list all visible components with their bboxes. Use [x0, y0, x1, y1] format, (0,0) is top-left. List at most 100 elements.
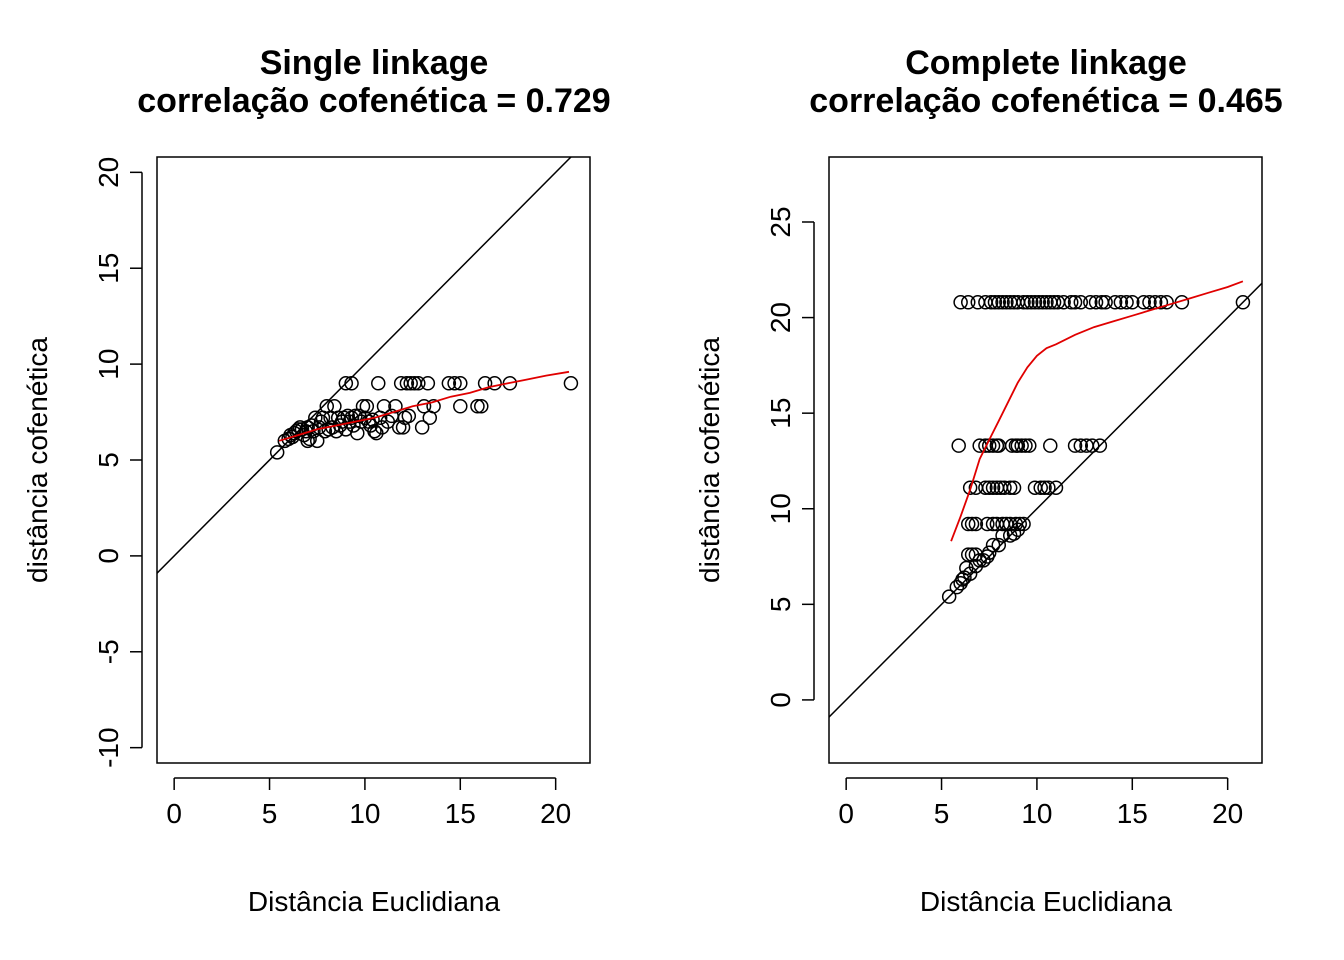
y-tick-label: 5: [93, 452, 124, 468]
y-axis-label: distância cofenética: [22, 337, 53, 583]
data-point: [1022, 438, 1037, 453]
data-point: [995, 295, 1010, 310]
plot-frame: [828, 156, 1263, 764]
data-point: [999, 516, 1014, 532]
data-point: [953, 295, 968, 310]
data-point: [388, 399, 403, 414]
y-tick-label: 0: [93, 548, 124, 564]
data-point: [1113, 295, 1129, 310]
data-point: [985, 480, 1001, 495]
y-tick-label: 10: [765, 493, 796, 524]
data-point: [962, 480, 978, 495]
data-point: [1083, 295, 1098, 310]
data-point: [983, 295, 999, 310]
data-point: [987, 295, 1003, 310]
data-point: [441, 376, 457, 391]
y-tick-label: 5: [765, 597, 796, 613]
y-tick-label: 10: [93, 349, 124, 380]
data-point: [1046, 295, 1062, 310]
y-tick-label: 20: [93, 157, 124, 188]
data-point: [1006, 480, 1022, 495]
data-point: [1056, 295, 1071, 310]
data-point: [1136, 295, 1151, 310]
data-point: [1107, 295, 1123, 310]
chart-title: Single linkage: [260, 44, 489, 82]
data-point: [1010, 438, 1026, 453]
data-point: [1002, 516, 1018, 532]
data-point: [1008, 516, 1024, 532]
data-point: [399, 376, 415, 391]
data-point: [470, 399, 485, 414]
data-point: [447, 376, 462, 391]
data-point: [477, 376, 493, 391]
x-tick-label: 5: [934, 798, 950, 829]
data-point: [1041, 480, 1056, 495]
plot-area: [829, 280, 1262, 719]
x-tick-label: 20: [540, 798, 571, 829]
data-point: [964, 547, 980, 562]
data-point: [371, 376, 386, 391]
data-point: [1033, 480, 1048, 495]
data-point: [1142, 295, 1157, 310]
data-point: [1048, 480, 1064, 495]
data-point: [1067, 295, 1083, 310]
data-point: [1020, 295, 1035, 310]
y-tick-label: -10: [93, 727, 124, 767]
data-point: [502, 376, 518, 391]
data-point: [1125, 295, 1140, 310]
complete-linkage-panel: Complete linkage correlação cofenética =…: [694, 44, 1283, 917]
data-point: [453, 399, 468, 414]
data-point: [1073, 438, 1089, 453]
x-tick-label: 20: [1212, 798, 1243, 829]
data-point: [1088, 295, 1104, 310]
data-point: [968, 516, 984, 532]
chart-title: Complete linkage: [905, 44, 1187, 82]
data-point: [960, 516, 976, 532]
data-point: [960, 295, 976, 310]
y-axis-label: distância cofenética: [694, 337, 725, 583]
data-point: [487, 376, 502, 391]
data-point: [985, 537, 1001, 553]
data-point: [1031, 295, 1047, 310]
y-tick-label: 20: [765, 302, 796, 333]
y-tick-label: 15: [765, 398, 796, 429]
x-tick-label: 10: [349, 798, 380, 829]
identity-line: [157, 157, 572, 575]
data-point: [980, 516, 995, 532]
data-point: [1023, 295, 1039, 310]
data-point: [1235, 295, 1251, 310]
data-point: [376, 399, 392, 414]
data-point: [1119, 295, 1134, 310]
data-point: [1084, 438, 1100, 453]
x-tick-label: 10: [1021, 798, 1052, 829]
data-point: [563, 376, 579, 391]
plot-area: [157, 157, 579, 575]
data-point: [426, 399, 441, 414]
plot-marks: 0 5 10 15 20 -10 -5 0 5 10 15 20: [93, 157, 579, 829]
y-tick-label: 25: [765, 206, 796, 237]
data-point: [304, 418, 319, 433]
data-point: [1037, 480, 1052, 495]
data-point: [1027, 295, 1043, 310]
chart-subtitle: correlação cofenética = 0.465: [809, 82, 1282, 120]
data-point: [338, 376, 354, 391]
x-tick-label: 0: [838, 798, 854, 829]
data-point: [1035, 295, 1050, 310]
data-point: [420, 376, 436, 391]
data-point: [991, 537, 1007, 553]
data-point: [414, 420, 430, 435]
y-tick-label: 0: [765, 692, 796, 708]
identity-line: [829, 282, 1262, 719]
data-point: [991, 295, 1007, 310]
data-point: [951, 438, 966, 453]
x-tick-label: 15: [445, 798, 476, 829]
data-point: [997, 480, 1012, 495]
data-point: [355, 399, 371, 414]
data-point: [1043, 438, 1058, 453]
x-tick-label: 15: [1117, 798, 1148, 829]
data-point: [1014, 438, 1029, 453]
data-point: [964, 516, 980, 532]
chart-subtitle: correlação cofenética = 0.729: [137, 82, 610, 120]
x-tick-label: 5: [262, 798, 278, 829]
